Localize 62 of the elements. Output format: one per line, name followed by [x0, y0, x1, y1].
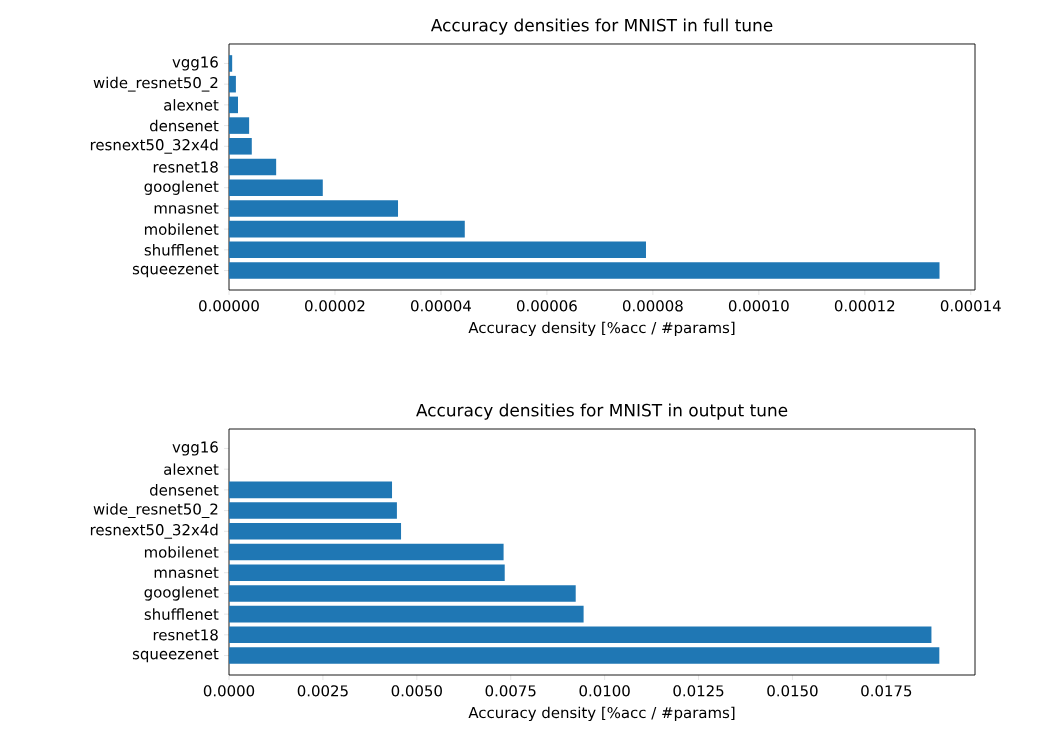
x-tick-label: 0.00012: [834, 300, 895, 312]
x-axis-title: Accuracy density [%acc / #params]: [468, 321, 735, 337]
bar: [229, 179, 323, 196]
y-tick-label: alexnet: [164, 99, 219, 111]
bar: [229, 647, 940, 664]
y-tick-label: wide_resnet50_2: [93, 76, 218, 92]
x-tick-label: 0.0125: [673, 685, 724, 697]
y-tick-label: mnasnet: [154, 203, 219, 214]
y-tick-label: densenet: [149, 484, 219, 496]
y-tick-label: mobilenet: [144, 546, 219, 558]
x-tick-label: 0.0150: [767, 685, 818, 697]
bar: [229, 55, 233, 72]
y-tick-label: googlenet: [144, 586, 219, 601]
bar: [229, 138, 252, 155]
y-tick-label: resnet18: [153, 629, 218, 641]
bar: [229, 605, 584, 623]
x-tick-label: 0.00010: [728, 300, 789, 312]
y-tick-label: shufflenet: [144, 608, 219, 620]
bar: [229, 158, 277, 176]
y-tick-label: vgg16: [172, 56, 218, 71]
y-tick-label: vgg16: [172, 441, 218, 456]
x-tick-label: 0.0100: [579, 685, 630, 697]
x-tick-label: 0.0050: [391, 685, 442, 697]
bar: [229, 502, 397, 519]
bar: [229, 117, 250, 134]
y-tick-label: resnet18: [153, 161, 218, 173]
chart-title: Accuracy densities for MNIST in output tune: [416, 403, 788, 420]
x-tick-label: 0.00006: [516, 300, 577, 312]
bar: [229, 262, 940, 279]
bar: [229, 220, 465, 238]
bar: [229, 626, 932, 644]
y-tick-label: resnext50_32x4d: [90, 523, 218, 539]
x-tick-label: 0.0000: [203, 685, 255, 697]
bar: [229, 241, 646, 259]
y-tick-label: alexnet: [164, 463, 219, 475]
x-tick-label: 0.0175: [861, 685, 912, 697]
y-tick-label: wide_resnet50_2: [93, 503, 218, 519]
y-tick-label: squeezenet: [132, 263, 219, 278]
bar: [229, 96, 239, 114]
x-tick-label: 0.00008: [622, 300, 683, 312]
y-tick-label: googlenet: [144, 180, 219, 195]
y-tick-label: shufflenet: [144, 244, 219, 256]
y-tick-label: mobilenet: [144, 223, 219, 235]
x-tick-label: 0.0025: [297, 685, 348, 697]
bar: [229, 543, 504, 561]
chart-title: Accuracy densities for MNIST in full tune: [430, 18, 773, 35]
y-tick-label: mnasnet: [154, 567, 219, 579]
x-tick-label: 0.00002: [305, 300, 365, 312]
x-tick-label: 0.00000: [199, 300, 259, 312]
bar: [229, 200, 399, 217]
x-tick-label: 0.00004: [411, 300, 471, 312]
bar: [229, 523, 402, 540]
x-axis-title: Accuracy density [%acc / #params]: [468, 706, 735, 722]
y-tick-label: squeezenet: [132, 648, 219, 663]
bar: [229, 481, 393, 499]
x-tick-label: 0.00014: [940, 300, 1001, 312]
y-tick-label: densenet: [149, 119, 219, 132]
x-tick-label: 0.0075: [485, 685, 536, 697]
y-tick-label: resnext50_32x4d: [90, 138, 218, 154]
bar: [229, 585, 576, 602]
bar: [229, 75, 236, 93]
bar: [229, 564, 505, 581]
